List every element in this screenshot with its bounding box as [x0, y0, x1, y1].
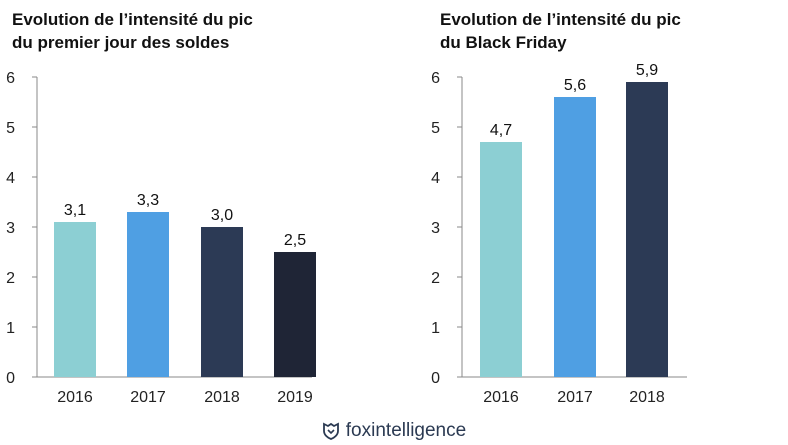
- x-tick-label: 2019: [277, 389, 313, 406]
- y-tick-label: 3: [431, 220, 440, 237]
- chart-title-line: Evolution de l’intensité du pic: [440, 10, 681, 29]
- bar: [274, 252, 316, 377]
- y-tick-label: 3: [6, 220, 15, 237]
- y-tick-label: 6: [6, 70, 15, 87]
- bar-value-label: 3,0: [211, 207, 233, 224]
- bar-value-label: 4,7: [490, 122, 512, 139]
- chart-title-line: du premier jour des soldes: [12, 33, 230, 52]
- chart-title-line: Evolution de l’intensité du pic: [12, 10, 253, 29]
- y-tick-label: 5: [431, 120, 440, 137]
- fox-shield-icon: [322, 422, 339, 440]
- bar-value-label: 5,6: [564, 77, 586, 94]
- y-tick-label: 2: [431, 270, 440, 287]
- y-tick-label: 6: [431, 70, 440, 87]
- x-tick-label: 2017: [557, 389, 593, 406]
- y-tick-label: 4: [6, 170, 15, 187]
- y-tick-label: 0: [6, 370, 15, 387]
- y-tick-label: 1: [6, 320, 15, 337]
- bar: [127, 212, 169, 377]
- bar-value-label: 2,5: [284, 232, 306, 249]
- brand-name: foxintelligence: [345, 420, 467, 441]
- bar: [626, 82, 668, 377]
- bar: [54, 222, 96, 377]
- x-tick-label: 2018: [204, 389, 240, 406]
- y-tick-label: 0: [431, 370, 440, 387]
- footer-brand: foxintelligence: [0, 420, 788, 442]
- x-tick-label: 2018: [629, 389, 665, 406]
- y-tick-label: 1: [431, 320, 440, 337]
- bar-value-label: 3,3: [137, 192, 159, 209]
- y-tick-label: 4: [431, 170, 440, 187]
- y-tick-label: 5: [6, 120, 15, 137]
- bar-value-label: 5,9: [636, 62, 658, 79]
- chart-title-black-friday: Evolution de l’intensité du pic du Black…: [440, 8, 770, 54]
- x-tick-label: 2016: [57, 389, 93, 406]
- bar: [554, 97, 596, 377]
- x-tick-label: 2016: [483, 389, 519, 406]
- bar: [201, 227, 243, 377]
- bar: [480, 142, 522, 377]
- chart-title-line: du Black Friday: [440, 33, 567, 52]
- bar-value-label: 3,1: [64, 202, 86, 219]
- y-tick-label: 2: [6, 270, 15, 287]
- chart-title-soldes: Evolution de l’intensité du pic du premi…: [12, 8, 342, 54]
- x-tick-label: 2017: [130, 389, 166, 406]
